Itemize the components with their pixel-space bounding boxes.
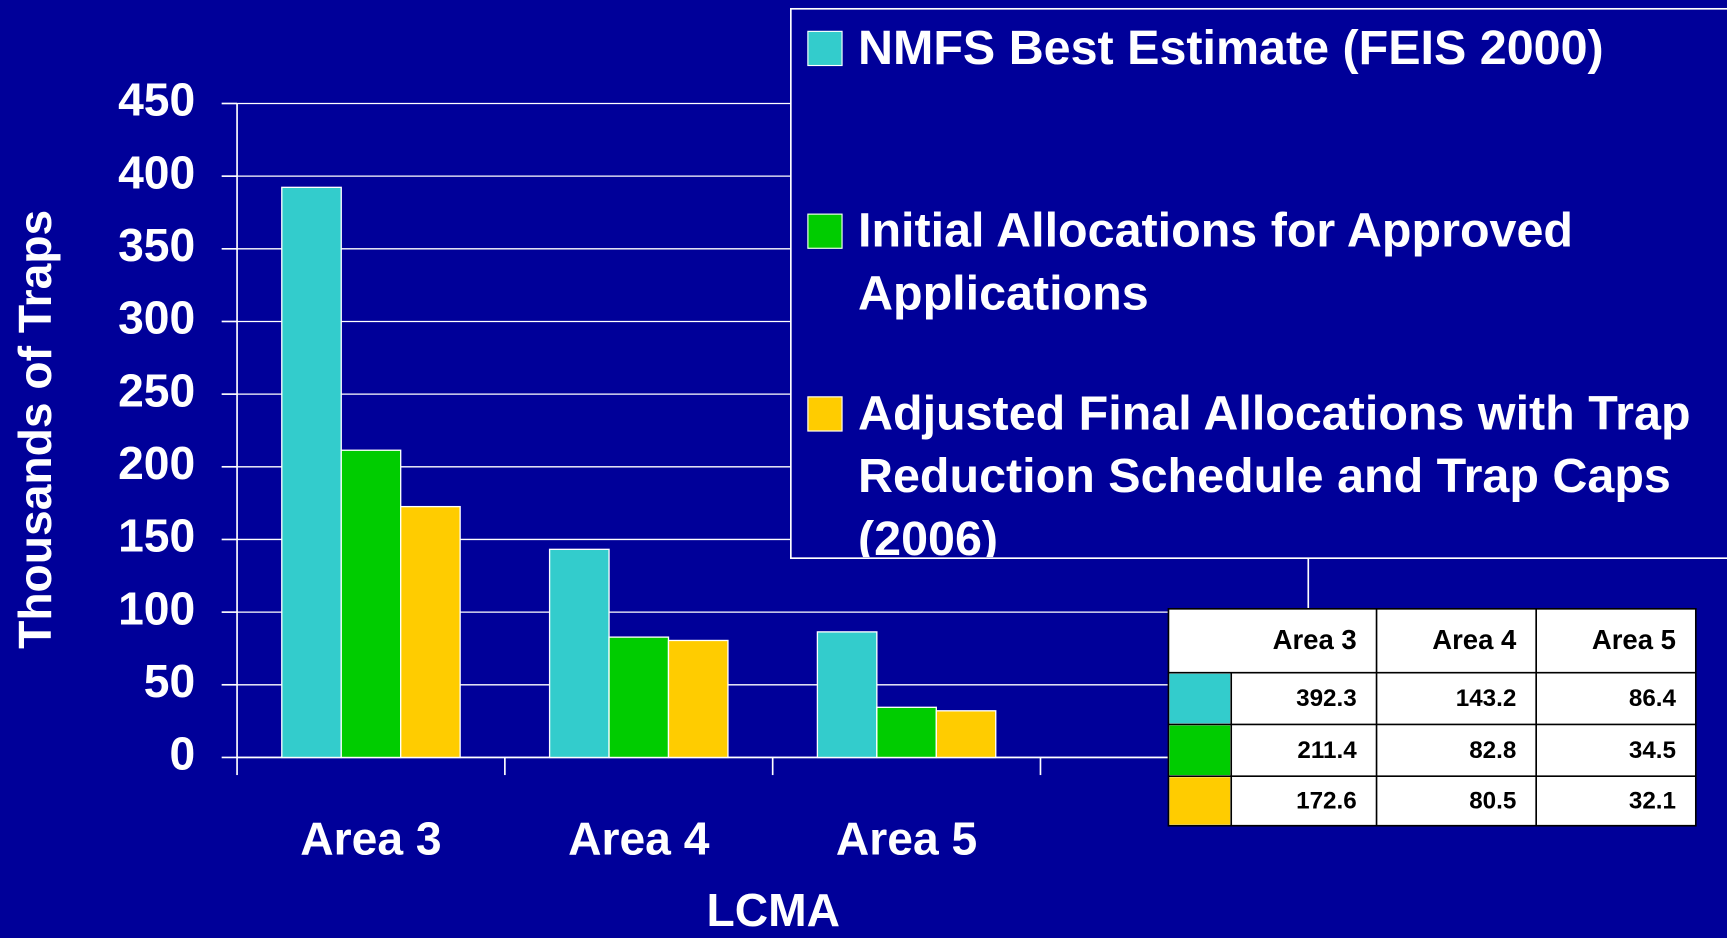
table-bg [1167, 607, 1697, 827]
x-tick-label: Area 3 [300, 812, 441, 864]
bar [608, 636, 670, 759]
legend-swatch [807, 30, 843, 67]
table-cell: 392.3 [1296, 685, 1357, 712]
y-tick-label: 250 [118, 364, 195, 416]
table-swatch [1169, 725, 1231, 776]
legend-box [790, 7, 1727, 560]
bar [876, 706, 937, 759]
y-tick-label: 400 [118, 146, 195, 198]
table-header: Area 5 [1592, 624, 1676, 655]
legend-area: NMFS Best Estimate (FEIS 2000) Initial Al… [792, 10, 1727, 557]
y-tick-label: 150 [118, 510, 195, 562]
table-header: Area 4 [1432, 624, 1517, 655]
table-header: Area 3 [1273, 624, 1357, 655]
table-cell: 172.6 [1296, 787, 1357, 814]
table-cell: 80.5 [1469, 787, 1516, 814]
legend: NMFS Best Estimate (FEIS 2000) Initial Al… [792, 10, 1727, 557]
legend-label: Adjusted Final Allocations with Trap Red… [857, 386, 1691, 558]
table-cell: 34.5 [1629, 737, 1676, 764]
y-tick-label: 100 [118, 582, 195, 634]
bar [667, 639, 729, 759]
bar [281, 186, 342, 759]
y-tick-label: 450 [118, 74, 195, 126]
table-swatch [1169, 777, 1231, 825]
y-tick-label: 50 [144, 655, 195, 707]
bar [816, 631, 878, 759]
y-tick-label: 200 [118, 437, 195, 489]
bar [935, 710, 997, 759]
x-axis-title: LCMA [706, 884, 840, 936]
y-tick-label: 300 [118, 292, 195, 344]
legend-label: Initial Allocations for Approved Applica… [857, 203, 1574, 321]
bar [400, 505, 461, 759]
table-cell: 82.8 [1469, 737, 1516, 764]
table-swatch [1169, 673, 1231, 724]
y-tick-label: 0 [170, 728, 196, 780]
table-cell: 211.4 [1297, 737, 1357, 764]
legend-label: NMFS Best Estimate (FEIS 2000) [857, 20, 1604, 75]
x-tick-label: Area 5 [836, 812, 977, 864]
table-cell: 32.1 [1629, 787, 1676, 814]
bar [548, 548, 610, 759]
x-tick-label: Area 4 [568, 812, 710, 864]
legend-swatch [807, 396, 843, 432]
legend-swatch [807, 213, 843, 249]
bar [340, 449, 402, 759]
table-cell: 143.2 [1456, 685, 1517, 712]
y-axis-title: Thousands of Traps [9, 210, 61, 649]
y-tick-label: 350 [118, 219, 195, 271]
table-cell: 86.4 [1629, 685, 1677, 712]
